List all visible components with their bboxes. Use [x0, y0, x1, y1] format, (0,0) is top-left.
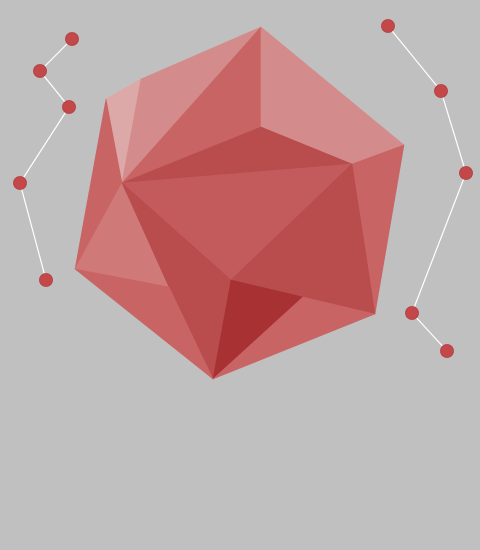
chain-left-node — [13, 176, 27, 190]
polyhedron-icon — [74, 26, 405, 380]
chain-right-node — [405, 306, 419, 320]
chain-right-node — [440, 344, 454, 358]
facet-bottom-right — [212, 296, 376, 380]
chain-left-node — [39, 273, 53, 287]
chain-right-node — [459, 166, 473, 180]
chain-left-node — [65, 32, 79, 46]
facet-bottom-left — [74, 268, 214, 380]
node-chain-right-icon — [381, 19, 473, 358]
chain-left-node — [62, 100, 76, 114]
chain-left-node — [33, 64, 47, 78]
chain-right-line — [387, 25, 467, 352]
chain-right-node — [381, 19, 395, 33]
chain-left-line — [19, 38, 73, 281]
chain-right-node — [434, 84, 448, 98]
node-chain-left-icon — [13, 32, 79, 287]
